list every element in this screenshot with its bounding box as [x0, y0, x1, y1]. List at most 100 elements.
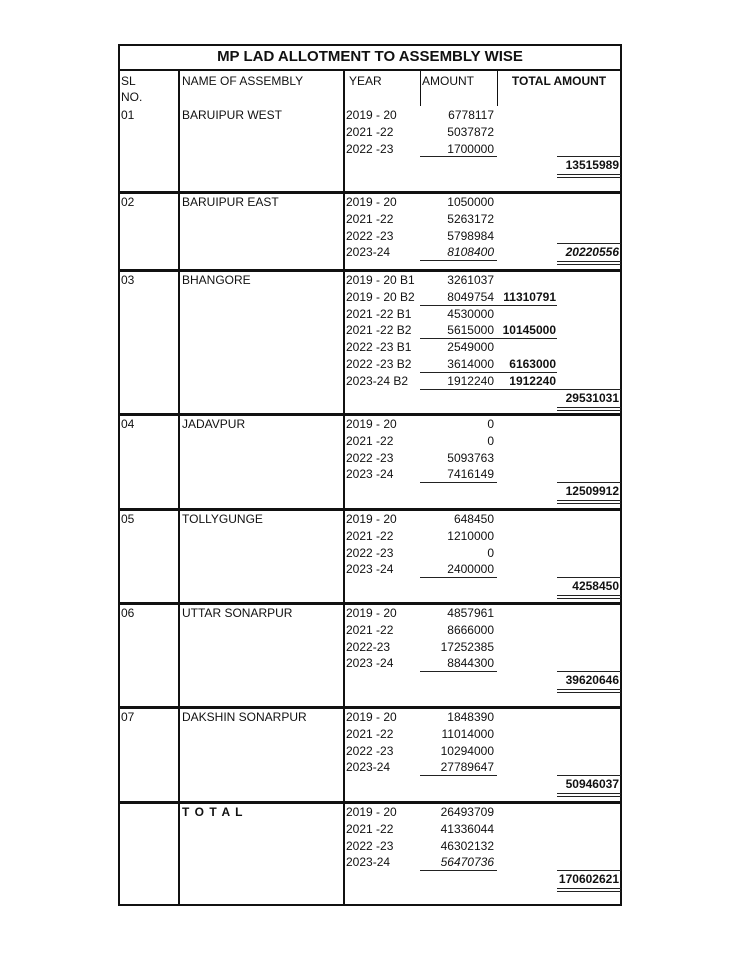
section-divider — [118, 602, 622, 605]
double-underline — [557, 689, 621, 694]
year-cell: 2021 -22 — [346, 726, 394, 741]
underline — [557, 577, 621, 579]
assembly-name: BARUIPUR EAST — [182, 195, 279, 209]
section-divider — [118, 706, 622, 709]
amount-cell: 2549000 — [447, 340, 494, 355]
year-cell: 2023-24 — [346, 245, 391, 260]
assembly-name: TOLLYGUNGE — [182, 512, 263, 526]
divider — [420, 70, 421, 106]
year-cell: 2019 - 20 — [346, 710, 397, 724]
underline — [420, 482, 497, 484]
section-divider — [118, 801, 622, 804]
double-underline — [557, 595, 621, 600]
amount-cell: 26493709 — [440, 805, 494, 819]
year-cell: 2022 -23 — [346, 743, 394, 758]
double-underline — [557, 793, 621, 798]
year-cell: 2022 -23 — [346, 141, 394, 156]
total-amount-cell: 170602621 — [558, 872, 619, 887]
total-amount-cell: 39620646 — [565, 673, 619, 688]
year-cell: 2021 -22 — [346, 211, 394, 226]
underline — [420, 156, 497, 158]
year-cell: 2019 - 20 — [346, 195, 397, 209]
amount-cell: 11014000 — [441, 726, 495, 741]
underline — [557, 388, 621, 390]
total-amount-cell: 4258450 — [572, 579, 619, 594]
underline — [420, 388, 557, 390]
allotment-table — [118, 44, 622, 906]
subtotal-cell: 11310791 — [503, 289, 556, 304]
amount-cell: 0 — [487, 545, 494, 560]
underline — [420, 338, 557, 340]
double-underline — [557, 261, 621, 266]
page-title: MP LAD ALLOTMENT TO ASSEMBLY WISE — [217, 48, 523, 65]
year-cell: 2019 - 20 B2 — [346, 289, 415, 304]
double-underline — [557, 406, 621, 411]
amount-cell: 0 — [487, 433, 494, 448]
amount-cell: 46302132 — [440, 838, 494, 853]
amount-cell: 6778117 — [448, 108, 494, 122]
year-cell: 2019 - 20 — [346, 108, 397, 122]
underline — [557, 156, 621, 158]
amount-cell: 5037872 — [447, 124, 494, 139]
underline — [420, 671, 497, 673]
header-name: NAME OF ASSEMBLY — [182, 74, 304, 88]
header-amount: AMOUNT — [422, 74, 474, 88]
amount-cell: 5263172 — [447, 211, 494, 226]
year-cell: 2023 -24 — [346, 656, 394, 671]
divider — [178, 70, 180, 904]
section-divider — [118, 191, 622, 194]
underline — [420, 260, 497, 262]
amount-cell: 8108400 — [447, 245, 494, 260]
year-cell: 2021 -22 — [346, 622, 394, 637]
total-amount-cell: 29531031 — [565, 390, 619, 405]
year-cell: 2021 -22 — [346, 528, 394, 543]
divider — [118, 69, 622, 71]
year-cell: 2019 - 20 B1 — [346, 273, 415, 287]
sl-no: 01 — [121, 108, 135, 122]
year-cell: 2023 -24 — [346, 562, 394, 577]
year-cell: 2021 -22 — [346, 124, 394, 139]
underline — [420, 870, 497, 872]
sl-no: 02 — [121, 195, 135, 209]
assembly-name: T O T A L — [182, 805, 244, 819]
section-divider — [118, 508, 622, 511]
amount-cell: 17252385 — [440, 639, 494, 654]
underline — [420, 304, 557, 306]
year-cell: 2019 - 20 — [346, 606, 397, 620]
amount-cell: 1050000 — [447, 195, 494, 209]
underline — [420, 577, 497, 579]
header-year: YEAR — [349, 74, 382, 88]
amount-cell: 41336044 — [440, 821, 494, 836]
double-underline — [557, 888, 621, 893]
assembly-name: DAKSHIN SONARPUR — [182, 710, 307, 724]
amount-cell: 27789647 — [440, 760, 494, 775]
header-total-amount: TOTAL AMOUNT — [511, 74, 607, 88]
year-cell: 2022-23 — [346, 639, 391, 654]
amount-cell: 2400000 — [447, 562, 494, 577]
subtotal-cell: 1912240 — [509, 373, 556, 388]
divider — [497, 70, 498, 106]
subtotal-cell: 10145000 — [502, 323, 556, 338]
assembly-name: BARUIPUR WEST — [182, 108, 283, 122]
year-cell: 2019 - 20 — [346, 417, 397, 431]
amount-cell: 1210000 — [447, 528, 494, 543]
year-cell: 2022 -23 B2 — [346, 357, 412, 371]
year-cell: 2022 -23 — [346, 838, 394, 853]
divider — [343, 70, 345, 904]
total-amount-cell: 12509912 — [565, 484, 619, 499]
amount-cell: 8844300 — [447, 656, 494, 671]
header-sl-no: SL NO. — [121, 74, 143, 104]
amount-cell: 56470736 — [440, 855, 494, 870]
year-cell: 2023 -24 — [346, 467, 394, 482]
section-divider — [118, 269, 622, 272]
amount-cell: 10294000 — [440, 743, 494, 758]
underline — [557, 775, 621, 777]
assembly-name: JADAVPUR — [182, 417, 246, 431]
amount-cell: 4857961 — [447, 606, 494, 620]
underline — [557, 671, 621, 673]
underline — [420, 775, 497, 777]
amount-cell: 8666000 — [447, 622, 494, 637]
sl-no: 07 — [121, 710, 135, 724]
amount-cell: 0 — [487, 417, 494, 431]
double-underline — [557, 174, 621, 179]
